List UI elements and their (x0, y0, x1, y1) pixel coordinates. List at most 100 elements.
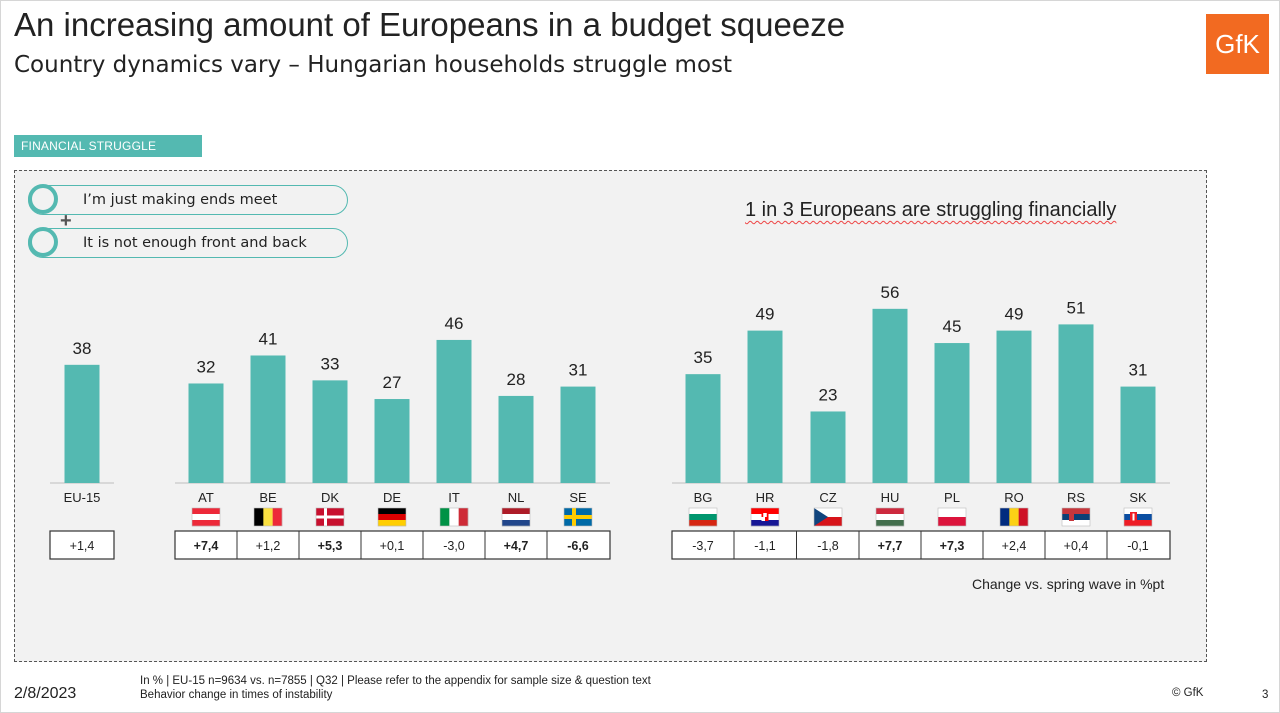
value-label-hu: 56 (881, 283, 900, 302)
change-value-hu: +7,7 (878, 539, 903, 553)
value-label-dk: 33 (321, 354, 340, 373)
category-label-nl: NL (508, 490, 525, 505)
category-label-eu-15: EU-15 (64, 490, 101, 505)
plus-icon: + (60, 210, 72, 232)
legend-circle-icon (28, 227, 58, 257)
bar-cz (810, 411, 846, 483)
hungary-flag-icon (875, 507, 905, 527)
bar-ro (996, 330, 1032, 483)
page-subtitle: Country dynamics vary – Hungarian househ… (14, 52, 733, 78)
change-value-rs: +0,4 (1064, 539, 1089, 553)
category-label-it: IT (448, 490, 460, 505)
legend-item-making-ends-meet: I’m just making ends meet (28, 184, 348, 215)
value-label-at: 32 (197, 357, 216, 376)
change-value-de: +0,1 (380, 539, 405, 553)
footer-note-line2: Behavior change in times of instability (140, 689, 333, 701)
change-value-se: -6,6 (567, 539, 589, 553)
bar-bg (685, 374, 721, 483)
slovakia-flag-icon (1123, 507, 1153, 527)
value-label-ro: 49 (1005, 305, 1024, 324)
category-label-sk: SK (1129, 490, 1147, 505)
value-label-hr: 49 (756, 305, 775, 324)
category-label-hu: HU (881, 490, 900, 505)
bar-be (250, 355, 286, 483)
bar-nl (498, 395, 534, 483)
change-value-ro: +2,4 (1002, 539, 1027, 553)
value-label-se: 31 (569, 361, 588, 380)
category-label-rs: RS (1067, 490, 1085, 505)
legend-circle-icon (28, 184, 58, 214)
bar-pl (934, 343, 970, 483)
bar-at (188, 383, 224, 483)
value-label-be: 41 (259, 329, 278, 348)
category-label-ro: RO (1004, 490, 1024, 505)
change-caption: Change vs. spring wave in %pt (972, 576, 1165, 592)
change-box-group (174, 530, 611, 560)
footer-copyright: © GfK (1172, 687, 1204, 699)
category-label-be: BE (259, 490, 277, 505)
sweden-flag-icon (563, 507, 593, 527)
serbia-flag-icon (1061, 507, 1091, 527)
belgium-flag-icon (253, 507, 283, 527)
bar-dk (312, 380, 348, 483)
change-value-it: -3,0 (443, 539, 465, 553)
change-value-nl: +4,7 (504, 539, 529, 553)
gfk-logo: GfK (1206, 14, 1269, 74)
category-label-pl: PL (944, 490, 960, 505)
bar-eu-15 (64, 364, 100, 483)
value-label-it: 46 (445, 314, 464, 333)
category-label-dk: DK (321, 490, 339, 505)
bar-hr (747, 330, 783, 483)
bar-it (436, 339, 472, 483)
bulgaria-flag-icon (688, 507, 718, 527)
bar-se (560, 386, 596, 483)
denmark-flag-icon (315, 507, 345, 527)
category-label-at: AT (198, 490, 214, 505)
value-label-eu-15: 38 (73, 339, 92, 358)
change-value-sk: -0,1 (1127, 539, 1149, 553)
headline-callout: 1 in 3 Europeans are struggling financia… (745, 199, 1116, 222)
footer-note-line1: In % | EU-15 n=9634 vs. n=7855 | Q32 | P… (140, 675, 651, 687)
bar-de (374, 399, 410, 483)
legend-label: It is not enough front and back (83, 235, 307, 251)
value-label-cz: 23 (819, 385, 838, 404)
change-value-at: +7,4 (194, 539, 219, 553)
footer-note: In % | EU-15 n=9634 vs. n=7855 | Q32 | P… (140, 674, 651, 702)
headline-text: 1 in 3 Europeans are struggling financia… (745, 199, 1117, 221)
netherlands-flag-icon (501, 507, 531, 527)
section-tag: FINANCIAL STRUGGLE (14, 135, 202, 157)
footer-date: 2/8/2023 (14, 685, 77, 702)
czechia-flag-icon (813, 507, 843, 527)
category-label-se: SE (569, 490, 587, 505)
change-value-pl: +7,3 (940, 539, 965, 553)
change-value-be: +1,2 (256, 539, 281, 553)
change-value-hr: -1,1 (754, 539, 776, 553)
change-value-eu-15: +1,4 (70, 539, 95, 553)
poland-flag-icon (937, 507, 967, 527)
value-label-rs: 51 (1067, 298, 1086, 317)
page-number: 3 (1262, 689, 1269, 701)
legend-label: I’m just making ends meet (83, 192, 278, 208)
value-label-nl: 28 (507, 370, 526, 389)
romania-flag-icon (999, 507, 1029, 527)
bar-hu (872, 308, 908, 483)
croatia-flag-icon (750, 507, 780, 527)
change-value-dk: +5,3 (318, 539, 343, 553)
germany-flag-icon (377, 507, 407, 527)
category-label-bg: BG (694, 490, 713, 505)
change-value-bg: -3,7 (692, 539, 714, 553)
legend-item-not-enough: It is not enough front and back (28, 227, 348, 258)
bar-sk (1120, 386, 1156, 483)
italy-flag-icon (439, 507, 469, 527)
value-label-pl: 45 (943, 317, 962, 336)
category-label-cz: CZ (819, 490, 836, 505)
value-label-bg: 35 (694, 348, 713, 367)
value-label-de: 27 (383, 373, 402, 392)
change-value-cz: -1,8 (817, 539, 839, 553)
austria-flag-icon (191, 507, 221, 527)
category-label-de: DE (383, 490, 401, 505)
value-label-sk: 31 (1129, 361, 1148, 380)
bar-rs (1058, 324, 1094, 483)
category-label-hr: HR (756, 490, 775, 505)
